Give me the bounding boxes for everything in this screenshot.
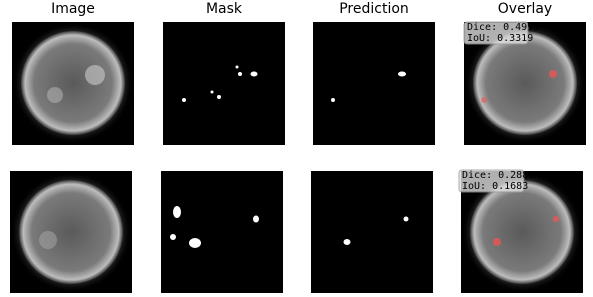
image-panel	[10, 171, 132, 293]
dice-label: Dice: 0.4993	[467, 22, 539, 33]
column-title: Overlay	[498, 1, 552, 17]
column-title: Prediction	[339, 1, 409, 17]
prediction-panel	[311, 171, 433, 293]
iou-label: IoU: 0.3319	[467, 33, 533, 44]
dice-label: Dice: 0.2883	[462, 170, 534, 181]
prediction-panel	[313, 22, 435, 145]
figure: Image Mask Prediction Overlay Dice: 0.49…	[0, 0, 593, 297]
mask-panel	[161, 171, 283, 293]
overlay-panel: Dice: 0.4993 IoU: 0.3319	[464, 22, 586, 145]
column-title: Mask	[206, 1, 243, 17]
iou-label: IoU: 0.1683	[462, 181, 528, 192]
overlay-panel: Dice: 0.2883 IoU: 0.1683	[459, 170, 583, 293]
mask-panel	[163, 22, 285, 145]
column-title: Image	[51, 1, 95, 17]
image-panel	[12, 22, 134, 145]
